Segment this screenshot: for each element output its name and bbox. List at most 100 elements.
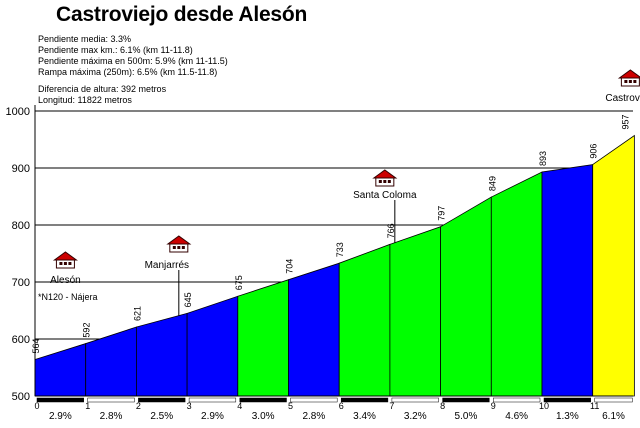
profile-segment — [288, 262, 340, 397]
altitude-label: 797 — [437, 206, 447, 221]
house-window — [378, 180, 382, 183]
stat-rampa-max-250m: Rampa máxima (250m): 6.5% (km 11.5-11.8) — [38, 67, 218, 77]
house-window — [633, 80, 637, 83]
house-window — [68, 262, 72, 265]
stat-pendiente-max-km: Pendiente max km.: 6.1% (km 11-11.8) — [38, 45, 193, 55]
place-label: Castroviejo — [605, 93, 640, 104]
annotation-label: *N120 - Nájera — [38, 292, 98, 302]
altitude-label: 906 — [589, 144, 599, 159]
x-tick-label: 3 — [187, 401, 192, 411]
x-tick-label: 8 — [440, 401, 445, 411]
house-roof — [166, 235, 192, 245]
place-label: Alesón — [50, 275, 81, 286]
grade-label: 2.8% — [100, 411, 123, 422]
profile-segment — [135, 312, 188, 397]
distance-axis: 0 1 2 3 4 5 6 7 8 9 10 11 2.9% 2.8% 2.5% 2.9% 3.0% 2.8% 3.… — [34, 397, 633, 422]
x-tick-label: 4 — [237, 401, 242, 411]
place-label: Manjarrés — [145, 260, 189, 271]
distance-bar-segment — [594, 397, 633, 403]
house-icon — [372, 169, 398, 187]
altitude-label: 704 — [285, 259, 295, 274]
house-window — [383, 180, 387, 183]
profile-segment — [592, 134, 635, 397]
house-window — [59, 262, 63, 265]
x-tick-label: 9 — [491, 401, 496, 411]
altitude-label: 675 — [234, 275, 244, 290]
profile-segment — [85, 326, 137, 397]
altitude-labels: 564 592 621 645 675 704 733 766 797 849 893 906 957 — [31, 114, 630, 353]
house-window — [624, 80, 628, 83]
profile-segment — [541, 164, 594, 397]
place-label: Santa Coloma — [353, 190, 417, 201]
grade-label: 3.2% — [404, 411, 427, 422]
stat-longitud: Longitud: 11822 metros — [38, 95, 132, 105]
profile-segment — [440, 196, 492, 397]
x-tick-label: 5 — [288, 401, 293, 411]
house-window — [181, 246, 185, 249]
distance-bar-segment — [391, 397, 439, 403]
altitude-label: 645 — [183, 292, 193, 307]
x-tick-label: 2 — [136, 401, 141, 411]
house-icon — [166, 235, 192, 253]
x-tick-label: 6 — [339, 401, 344, 411]
stats-block: Pendiente media: 3.3% Pendiente max km.:… — [38, 34, 228, 106]
profile-segment — [237, 279, 289, 397]
place-markers: Alesón Manjarrés Santa Coloma Castroviejo *N… — [38, 69, 640, 316]
profile-segment — [389, 226, 442, 397]
grade-label: 2.5% — [150, 411, 173, 422]
y-tick-label: 1000 — [6, 106, 30, 118]
x-tick-label: 7 — [389, 401, 394, 411]
stat-pendiente-media: Pendiente media: 3.3% — [38, 34, 132, 44]
profile-segment — [34, 343, 87, 397]
y-tick-label: 900 — [12, 163, 30, 175]
house-icon — [617, 69, 640, 87]
page-title: Castroviejo desde Alesón — [56, 3, 308, 26]
altitude-label: 893 — [538, 151, 548, 166]
grade-label: 2.8% — [302, 411, 325, 422]
altitude-label: 849 — [487, 176, 497, 191]
house-roof — [617, 69, 640, 79]
house-window — [628, 80, 632, 83]
grade-label: 5.0% — [455, 411, 478, 422]
distance-bar-segment — [543, 397, 591, 403]
house-window — [172, 246, 176, 249]
distance-bar-segment — [138, 397, 186, 403]
stat-pendiente-max-500m: Pendiente máxima en 500m: 5.9% (km 11-11… — [38, 56, 228, 66]
distance-bar-segment — [442, 397, 490, 403]
x-tick-label: 1 — [85, 401, 90, 411]
house-window — [177, 246, 181, 249]
grade-label: 1.3% — [556, 411, 579, 422]
grade-label: 6.1% — [602, 411, 625, 422]
grade-label: 4.6% — [505, 411, 528, 422]
y-tick-label: 600 — [12, 334, 30, 346]
x-tick-label: 11 — [590, 401, 599, 411]
x-tick-label: 0 — [34, 401, 39, 411]
grade-label: 3.0% — [252, 411, 275, 422]
house-window — [387, 180, 391, 183]
distance-bar-segment — [36, 397, 84, 403]
distance-bar-segment — [290, 397, 338, 403]
y-tick-label: 500 — [12, 391, 30, 403]
profile-segment — [490, 171, 543, 397]
altitude-label: 733 — [335, 242, 345, 257]
house-roof — [52, 251, 78, 261]
altitude-label: 957 — [620, 114, 630, 129]
distance-bar-segment — [239, 397, 287, 403]
profile-segment — [338, 243, 391, 397]
house-roof — [372, 169, 398, 179]
altitude-label: 564 — [31, 338, 41, 353]
distance-bar-segment — [188, 397, 237, 403]
stat-diferencia-altura: Diferencia de altura: 392 metros — [38, 84, 167, 94]
x-tick-label: 10 — [539, 401, 549, 411]
distance-bar-segment — [340, 397, 389, 403]
axes — [34, 105, 633, 397]
y-tick-label: 700 — [12, 277, 30, 289]
house-icon — [52, 251, 78, 269]
grade-label: 2.9% — [49, 411, 72, 422]
distance-bar-segment — [87, 397, 135, 403]
profile-segment — [186, 295, 239, 397]
altitude-label: 766 — [386, 223, 396, 238]
profile-segments — [34, 134, 635, 397]
distance-bar-segment — [493, 397, 541, 403]
